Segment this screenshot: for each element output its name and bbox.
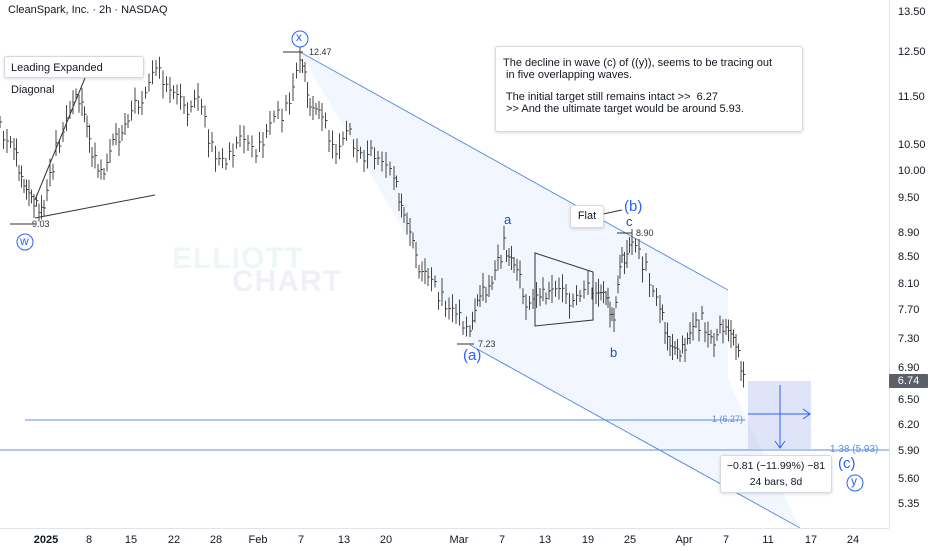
- time-tick-label: 7: [297, 534, 305, 546]
- wave-a-label: a: [504, 212, 512, 227]
- wave-w-label: w: [20, 234, 29, 248]
- wave-x-label: x: [296, 30, 302, 44]
- price-mark-high-b: 8.90: [636, 228, 654, 238]
- time-tick-label: 19: [581, 534, 595, 546]
- wave-y-circle: [846, 474, 864, 492]
- diagonal-label[interactable]: Leading Expanded Diagonal: [4, 56, 144, 96]
- time-tick-label: Mar: [449, 534, 469, 546]
- time-tick-label: Feb: [248, 534, 268, 546]
- measure-info-box: −0.81 (−11.99%) −81 24 bars, 8d: [720, 455, 832, 493]
- price-axis[interactable]: [889, 0, 932, 528]
- time-tick-label: 15: [124, 534, 138, 546]
- watermark-line2: CHART: [232, 265, 342, 298]
- time-axis[interactable]: [0, 528, 889, 551]
- price-tick-label: 6.90: [898, 362, 920, 374]
- time-tick-label: Apr: [675, 534, 693, 546]
- time-tick-label: 7: [498, 534, 506, 546]
- price-tick-label: 5.60: [898, 473, 920, 485]
- price-tick-label: 10.50: [898, 139, 926, 151]
- channel-lower-line: [469, 344, 801, 529]
- analysis-line-4: >> And the ultimate target would be arou…: [503, 103, 744, 115]
- time-tick-label: 24: [846, 534, 860, 546]
- wave-b-paren-label: (b): [624, 198, 643, 215]
- fib-label-5-93: 1.38 (5.93): [830, 444, 879, 455]
- price-tick-label: 6.20: [898, 419, 920, 431]
- time-tick-label: 17: [804, 534, 818, 546]
- price-tick-label: 7.70: [898, 304, 920, 316]
- analysis-note[interactable]: The decline in wave (c) of ((y)), seems …: [495, 46, 803, 132]
- measure-arrow-h-head: [802, 408, 811, 420]
- price-mark-high-x: 12.47: [309, 47, 332, 57]
- measure-line-1: −0.81 (−11.99%) −81: [726, 460, 826, 472]
- wave-a-paren-label: (a): [463, 347, 482, 364]
- price-tick-label: 8.50: [898, 251, 920, 263]
- channel-fill: [300, 52, 800, 528]
- wave-b-label: b: [610, 345, 618, 360]
- time-tick-label: 2025: [33, 534, 59, 546]
- price-tick-label: 5.35: [898, 498, 920, 510]
- candles: [0, 47, 746, 388]
- time-tick-label: 11: [762, 534, 774, 546]
- time-tick-label: 13: [337, 534, 351, 546]
- price-tick-label: 8.10: [898, 278, 920, 290]
- price-tick-label: 5.90: [898, 445, 920, 457]
- wave-y-label: y: [851, 474, 857, 488]
- price-tick-label: 12.50: [898, 46, 926, 58]
- time-tick-label: 13: [538, 534, 552, 546]
- price-tick-label: 11.50: [898, 91, 925, 103]
- time-tick-label: 7: [722, 534, 730, 546]
- analysis-line-2: in five overlapping waves.: [503, 69, 633, 81]
- fib-label-6-27: 1 (6.27): [712, 414, 744, 424]
- price-tick-label: 9.50: [898, 192, 920, 204]
- wave-c-label: c: [626, 214, 633, 229]
- price-tick-label: 8.90: [898, 227, 920, 239]
- channel-upper-line: [299, 51, 729, 291]
- time-tick-label: 20: [379, 534, 393, 546]
- measure-arrow-v-head: [774, 440, 786, 449]
- wave-c-paren-label: (c): [838, 455, 856, 472]
- time-tick-label: 22: [167, 534, 181, 546]
- flat-label[interactable]: Flat: [570, 205, 604, 228]
- diagonal-lower: [34, 194, 156, 219]
- current-price-badge: 6.74: [889, 374, 928, 388]
- analysis-line-3: The initial target still remains intact …: [503, 91, 719, 103]
- price-tick-label: 10.00: [898, 165, 926, 177]
- price-tick-label: 7.30: [898, 333, 920, 345]
- wave-x-circle: [291, 30, 309, 48]
- triangle-pattern: [534, 252, 594, 327]
- watermark-line1: ELLIOTT: [172, 242, 304, 275]
- price-mark-low-a: 7.23: [478, 339, 496, 349]
- analysis-line-1: The decline in wave (c) of ((y)), seems …: [503, 57, 772, 69]
- measure-line-2: 24 bars, 8d: [749, 476, 803, 488]
- time-tick-label: 25: [623, 534, 637, 546]
- symbol-title: CleanSpark, Inc. · 2h · NASDAQ: [8, 4, 168, 16]
- time-tick-label: 28: [209, 534, 223, 546]
- time-tick-label: 8: [85, 534, 93, 546]
- wave-w-circle: [16, 233, 34, 251]
- price-mark-low-w: 9.03: [32, 219, 50, 229]
- flat-arrow: [602, 209, 623, 215]
- price-tick-label: 6.50: [898, 394, 920, 406]
- price-tick-label: 13.50: [898, 6, 926, 18]
